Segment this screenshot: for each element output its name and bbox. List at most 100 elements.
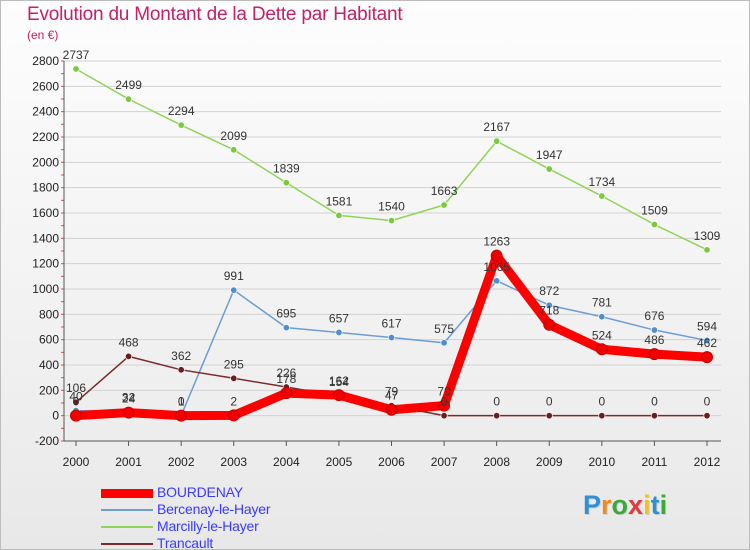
y-tick-label: 2000 (32, 155, 59, 169)
data-point (650, 412, 658, 420)
data-label: 462 (697, 336, 717, 350)
data-point (72, 398, 80, 406)
data-point (230, 146, 238, 154)
data-point (438, 399, 451, 412)
data-point (703, 336, 711, 344)
data-point (387, 217, 395, 225)
data-point (282, 179, 290, 187)
data-label: 1263 (483, 235, 510, 249)
data-point (227, 409, 240, 422)
data-label: 1663 (431, 184, 458, 198)
y-tick-label: -200 (35, 434, 59, 448)
data-label: 657 (329, 311, 349, 325)
data-point (493, 137, 501, 145)
x-tick-label: 2011 (642, 455, 668, 469)
y-tick-label: 1600 (32, 206, 59, 220)
data-label: 0 (651, 395, 658, 409)
data-point (125, 95, 133, 103)
y-axis-unit-label: (en €) (27, 28, 59, 42)
data-label: 79 (437, 385, 451, 399)
data-label: 991 (224, 269, 244, 283)
data-label: 162 (329, 374, 349, 388)
x-tick-labels: 2000 2001 2002 2003 2004 2005 2006 2007 2008 2009… (63, 455, 721, 469)
y-tick-label: 2800 (32, 54, 59, 68)
data-label: 1509 (641, 204, 668, 218)
y-tick-label: 800 (39, 307, 59, 321)
data-point (387, 334, 395, 342)
data-label: 2737 (63, 48, 90, 62)
data-label: 2167 (483, 120, 510, 134)
y-tick-label: 400 (39, 358, 59, 372)
data-point (335, 328, 343, 336)
data-point (598, 192, 606, 200)
data-label: 79 (385, 385, 399, 399)
logo-letter: P (583, 490, 602, 520)
legend-swatch (101, 509, 153, 511)
y-tick-label: 0 (52, 409, 59, 423)
legend-label: Trancault (157, 535, 214, 550)
data-label: 617 (381, 317, 401, 331)
legend-item: Bercenay-le-Hayer (101, 501, 401, 518)
data-point (70, 409, 82, 422)
y-tick-label: 2400 (32, 105, 59, 119)
data-point (598, 412, 606, 420)
y-tick-label: 1000 (32, 282, 59, 296)
data-point (545, 165, 553, 173)
data-point (440, 339, 448, 347)
data-point (72, 65, 80, 73)
y-tick-label: 1800 (32, 181, 59, 195)
data-label: 695 (276, 307, 296, 321)
x-tick-label: 2008 (483, 455, 510, 469)
data-label: 0 (704, 395, 711, 409)
x-tick-label: 2010 (588, 455, 615, 469)
data-point (282, 324, 290, 332)
data-point (493, 277, 501, 285)
legend-label: Bercenay-le-Hayer (157, 501, 271, 517)
data-label: 594 (697, 319, 717, 333)
legend-label: BOURDENAY (157, 484, 243, 500)
data-label: 1839 (273, 162, 300, 176)
data-label: 178 (276, 372, 296, 386)
data-point (125, 352, 133, 360)
logo-letter: r (601, 490, 612, 520)
data-point (440, 412, 448, 420)
data-point (122, 406, 135, 419)
data-label: 2499 (115, 78, 142, 92)
data-label: 486 (644, 333, 664, 347)
proxiti-logo: Proxiti (583, 490, 667, 521)
data-label: 0 (441, 395, 448, 409)
x-tick-label: 2002 (168, 455, 195, 469)
data-point (493, 412, 501, 420)
data-label: 0 (598, 395, 605, 409)
x-tick-label: 2004 (273, 455, 300, 469)
y-tick-labels: -200 0 200 400 600 800 1000 1200 1400 1600 1800 200… (32, 54, 59, 448)
logo-letter: i (643, 490, 651, 520)
y-tick-label: 2200 (32, 130, 59, 144)
data-point (177, 121, 185, 129)
data-label: 362 (171, 349, 191, 363)
x-tick-label: 2007 (431, 455, 458, 469)
data-label: 1947 (536, 148, 563, 162)
data-point (440, 201, 448, 209)
data-label: 1734 (588, 175, 615, 189)
x-tick-label: 2001 (115, 455, 142, 469)
data-label: 0 (178, 395, 185, 409)
data-point (595, 343, 608, 356)
data-point (650, 326, 658, 334)
logo-letter: i (659, 490, 668, 520)
data-label: 0 (493, 395, 500, 409)
data-point (230, 286, 238, 294)
data-label: 24 (122, 392, 136, 406)
data-label: 1 (178, 395, 185, 409)
legend-swatch (101, 543, 153, 545)
data-label: 676 (644, 309, 664, 323)
data-point (650, 221, 658, 229)
legend-swatch (101, 488, 153, 498)
data-label: 2 (230, 394, 237, 408)
data-label: 226 (276, 366, 296, 380)
data-point (385, 403, 398, 416)
data-label: 32 (122, 391, 136, 405)
data-label: 47 (385, 389, 399, 403)
